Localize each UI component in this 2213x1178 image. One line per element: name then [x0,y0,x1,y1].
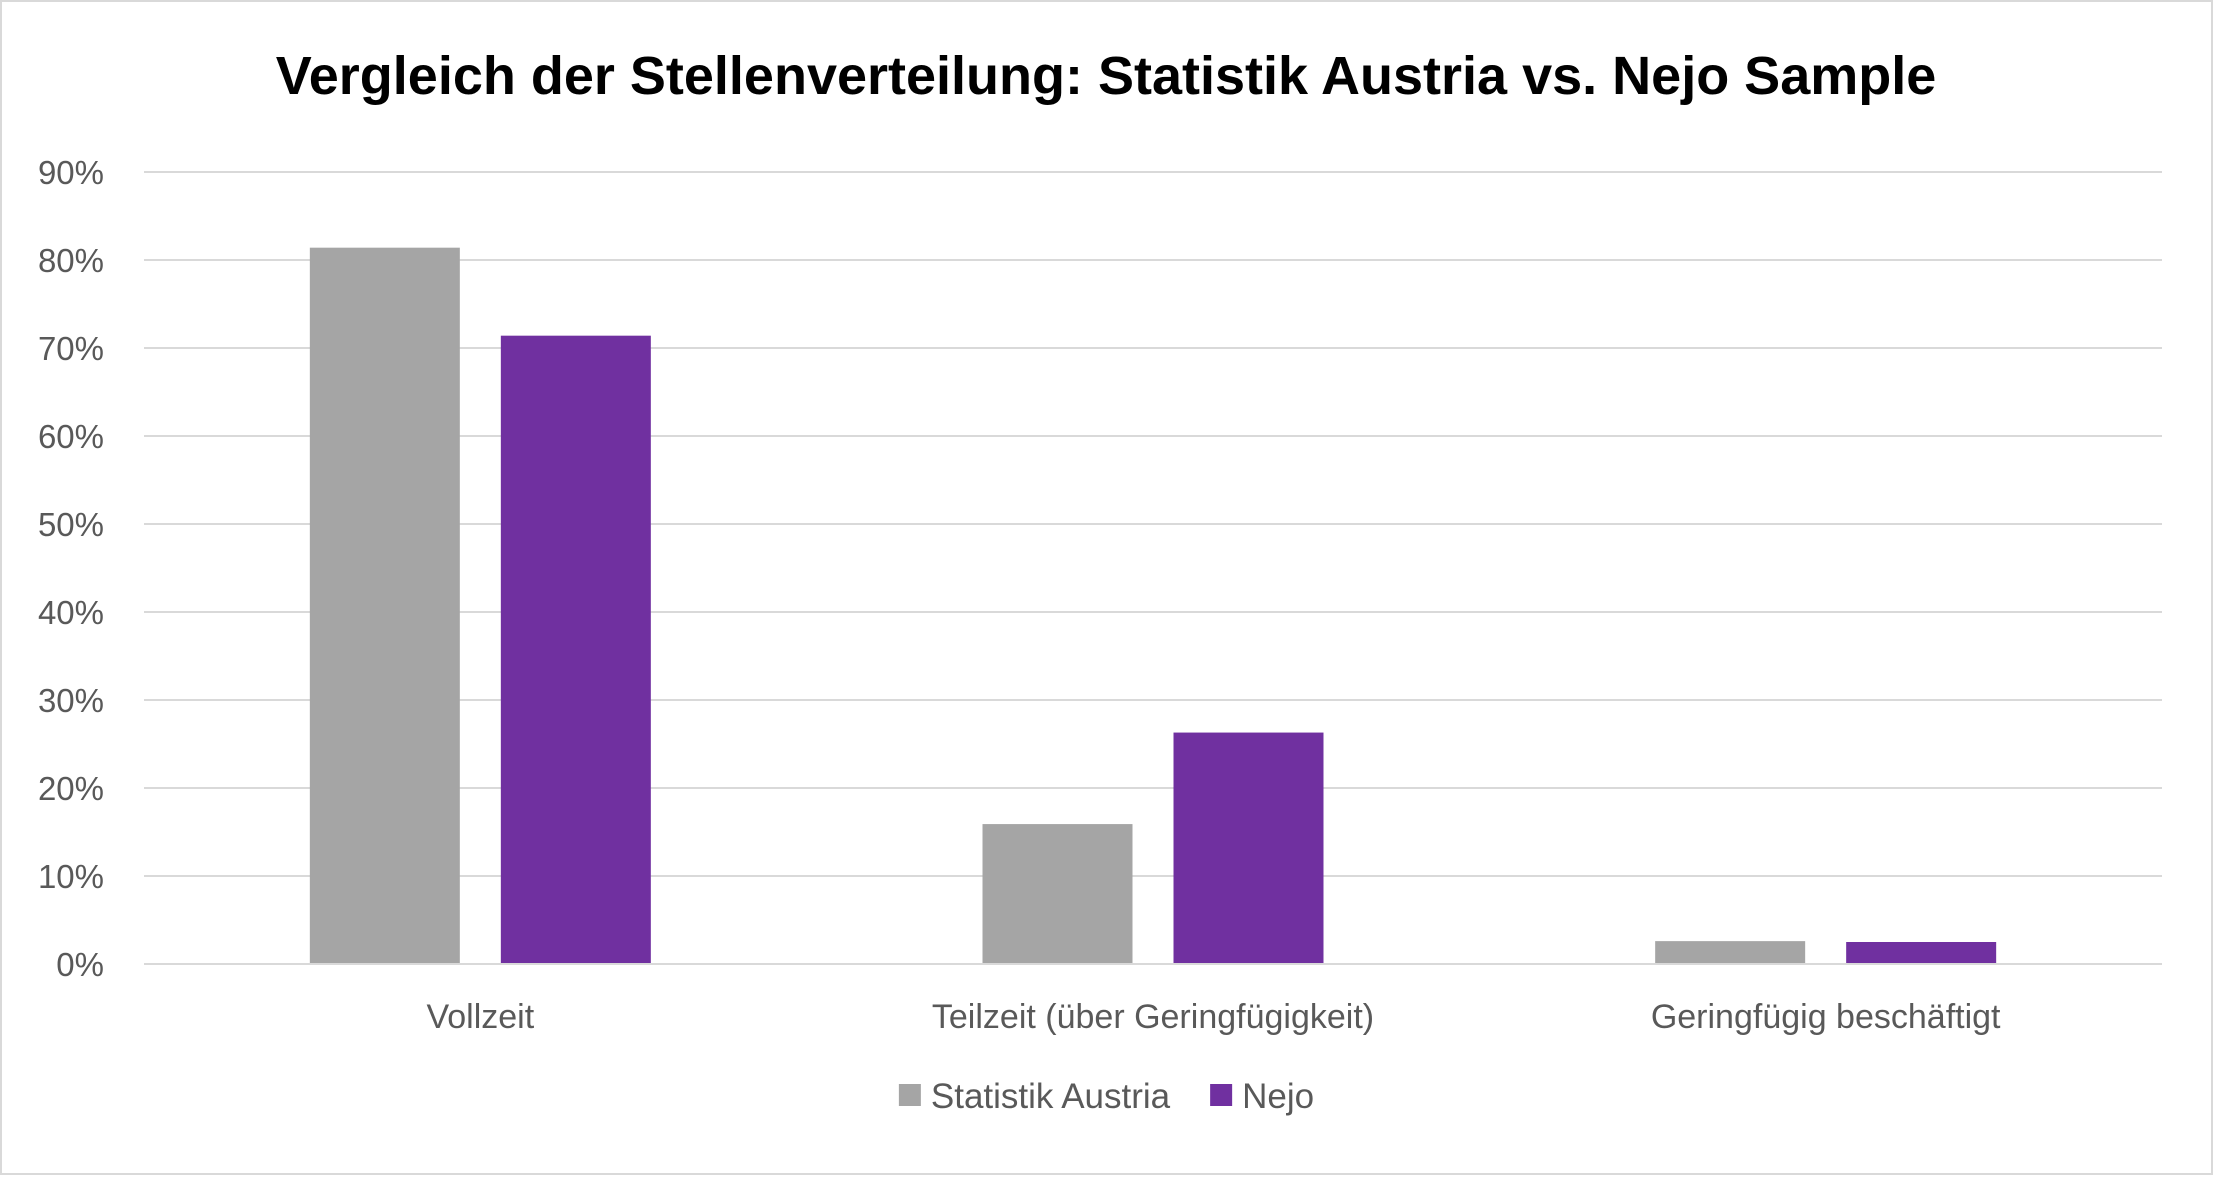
y-tick-label: 90% [38,154,104,191]
bar-nejo [1846,942,1997,964]
y-tick-label: 30% [38,682,104,719]
chart-title: Vergleich der Stellenverteilung: Statist… [276,46,1937,106]
y-tick-label: 0% [56,946,104,983]
x-category-label: Vollzeit [426,998,534,1036]
bar-statistik-austria [982,824,1133,964]
x-axis-category-labels: Vollzeit Teilzeit (über Geringfügigkeit) G… [426,998,2001,1036]
legend-label: Statistik Austria [931,1077,1171,1116]
bar-nejo [1173,732,1324,964]
legend-swatch [898,1084,921,1106]
legend-swatch [1210,1084,1233,1106]
y-tick-label: 60% [38,418,104,455]
y-tick-label: 80% [38,242,104,279]
x-category-label: Geringfügig beschäftigt [1651,998,2001,1036]
bar-statistik-austria [1655,941,1806,964]
y-tick-label: 40% [38,594,104,631]
bar-statistik-austria [309,247,460,964]
legend: Statistik Austria Nejo [898,1077,1314,1116]
y-tick-label: 50% [38,506,104,543]
y-tick-label: 20% [38,770,104,807]
y-tick-label: 10% [38,858,104,895]
y-axis-tick-labels: 0% 10% 20% 30% 40% 50% 60% 70% 80% 90% [38,154,104,983]
gridlines [144,171,2162,965]
legend-label: Nejo [1242,1077,1314,1116]
x-category-label: Teilzeit (über Geringfügigkeit) [932,998,1374,1036]
y-tick-label: 70% [38,330,104,367]
bars [144,247,2162,965]
bar-nejo [500,335,651,964]
